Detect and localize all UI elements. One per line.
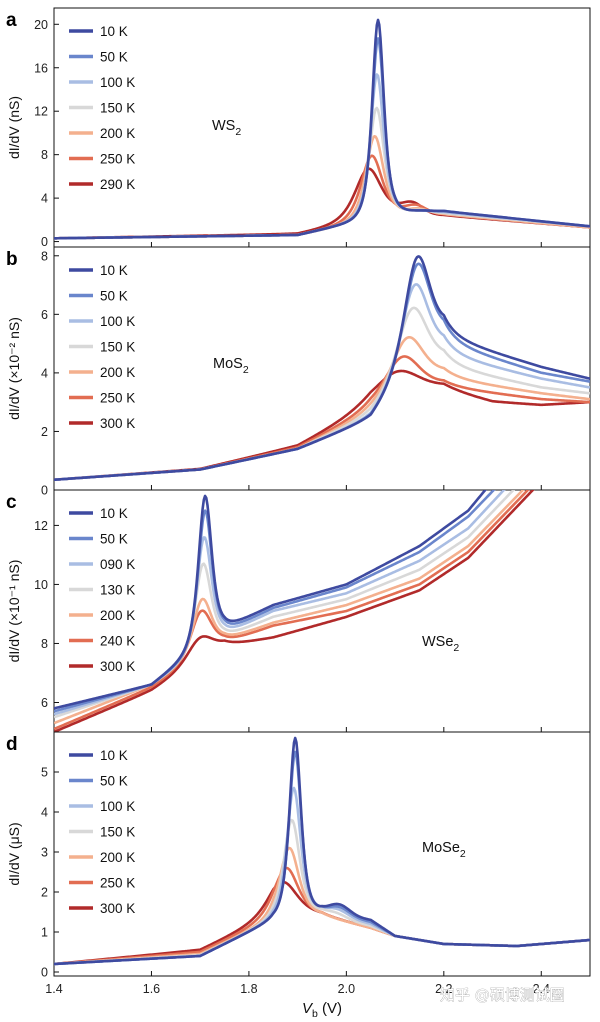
legend-label: 250 K [100, 876, 135, 891]
y-tick-label: 6 [41, 696, 48, 710]
legend-label: 50 K [100, 50, 128, 65]
y-axis-label: dI/dV (nS) [6, 96, 22, 159]
legend: 10 K 50 K 100 K 150 K 200 K 250 K 290 K [69, 24, 135, 192]
series-line-150k [54, 818, 590, 966]
panel-a: 0 4 8 12 16 20 dI/dV (nS) a 10 K 50 K 100 K 150 K 20… [6, 7, 591, 249]
y-tick-label: 12 [34, 105, 48, 119]
legend-label: 200 K [100, 126, 135, 141]
y-tick-label: 5 [41, 766, 48, 780]
y-tick-label: 4 [41, 366, 48, 380]
series-group [54, 490, 535, 732]
legend-label: 10 K [100, 748, 128, 763]
y-tick-label: 16 [34, 61, 48, 75]
legend-label: 250 K [100, 391, 135, 406]
legend: 10 K 50 K 100 K 150 K 200 K 250 K 300 K [69, 263, 135, 431]
x-tick-label: 1.6 [143, 982, 160, 996]
y-tick-label: 0 [41, 484, 48, 498]
legend-label: 100 K [100, 75, 135, 90]
y-tick-label: 3 [41, 846, 48, 860]
panel-letter: b [6, 249, 18, 270]
legend-label: 300 K [100, 901, 135, 916]
y-tick-label: 4 [41, 192, 48, 206]
legend-label: 150 K [100, 340, 135, 355]
x-tick-label: 1.8 [240, 982, 257, 996]
series-line-240k [54, 490, 530, 731]
material-label: MoSe2 [422, 840, 466, 860]
series-group [54, 255, 590, 482]
legend-label: 240 K [100, 634, 135, 649]
y-tick-label: 0 [41, 235, 48, 249]
panel-b: 0 2 4 6 8 dI/dV (×10⁻² nS) b 10 K 50 K 100 K 150 K… [6, 246, 591, 498]
y-tick-label: 10 [34, 578, 48, 592]
material-label: WS2 [212, 118, 241, 138]
x-tick-label: 2.0 [338, 982, 355, 996]
series-line-10k [54, 736, 590, 966]
watermark-text: 知乎 @硕博测试圈 [440, 986, 565, 1004]
y-tick-label: 6 [41, 308, 48, 322]
x-tick-label: 1.4 [45, 982, 62, 996]
x-axis-label: Vb (V) [302, 1000, 342, 1020]
panel-d: 0 1 2 3 4 5 dI/dV (μS) d 10 K 50 K 100 K 150 K 200 K… [6, 731, 591, 980]
legend-label: 150 K [100, 825, 135, 840]
x-tick-label: 2.4 [533, 982, 550, 996]
y-axis-label: dI/dV (×10⁻¹ nS) [6, 560, 22, 663]
legend-label: 100 K [100, 799, 135, 814]
legend-label: 50 K [100, 532, 128, 547]
panel-letter: a [6, 10, 17, 31]
y-tick-label: 4 [41, 806, 48, 820]
series-line-10k [54, 255, 590, 482]
legend-label: 50 K [100, 289, 128, 304]
panel-c: 6 8 10 12 dI/dV (×10⁻¹ nS) c 10 K 50 K 090 K 130 … [6, 489, 591, 733]
legend-label: 090 K [100, 557, 135, 572]
legend: 10 K 50 K 100 K 150 K 200 K 250 K 300 K [69, 748, 135, 916]
material-label: WSe2 [422, 634, 459, 654]
legend-label: 10 K [100, 24, 128, 39]
series-line-10k [54, 18, 590, 240]
y-tick-label: 8 [41, 637, 48, 651]
series-line-200k [54, 490, 525, 725]
series-line-300k [54, 880, 590, 966]
y-tick-label: 12 [34, 519, 48, 533]
series-line-300k [54, 490, 535, 732]
legend: 10 K 50 K 090 K 130 K 200 K 240 K 300 K [69, 506, 135, 674]
legend-label: 200 K [100, 608, 135, 623]
series-line-10k [54, 490, 487, 710]
legend-label: 150 K [100, 101, 135, 116]
y-axis-label: dI/dV (μS) [6, 822, 22, 885]
legend-label: 10 K [100, 263, 128, 278]
y-tick-label: 0 [41, 966, 48, 980]
plot-frame [53, 731, 591, 977]
x-tick-label: 2.2 [435, 982, 452, 996]
y-tick-label: 8 [41, 249, 48, 263]
y-axis-label: dI/dV (×10⁻² nS) [6, 317, 22, 420]
legend-label: 10 K [100, 506, 128, 521]
y-tick-label: 1 [41, 926, 48, 940]
series-line-200k [54, 335, 590, 482]
legend-label: 200 K [100, 365, 135, 380]
panel-letter: c [6, 492, 17, 513]
legend-label: 50 K [100, 774, 128, 789]
series-group [54, 18, 590, 240]
legend-label: 130 K [100, 583, 135, 598]
y-tick-label: 2 [41, 886, 48, 900]
legend-label: 200 K [100, 850, 135, 865]
y-tick-label: 8 [41, 148, 48, 162]
series-group [54, 736, 590, 966]
panel-letter: d [6, 734, 18, 755]
legend-label: 290 K [100, 177, 135, 192]
legend-label: 100 K [100, 314, 135, 329]
y-tick-label: 20 [34, 18, 48, 32]
legend-label: 250 K [100, 152, 135, 167]
legend-label: 300 K [100, 416, 135, 431]
y-tick-label: 2 [41, 425, 48, 439]
legend-label: 300 K [100, 659, 135, 674]
material-label: MoS2 [213, 356, 249, 376]
